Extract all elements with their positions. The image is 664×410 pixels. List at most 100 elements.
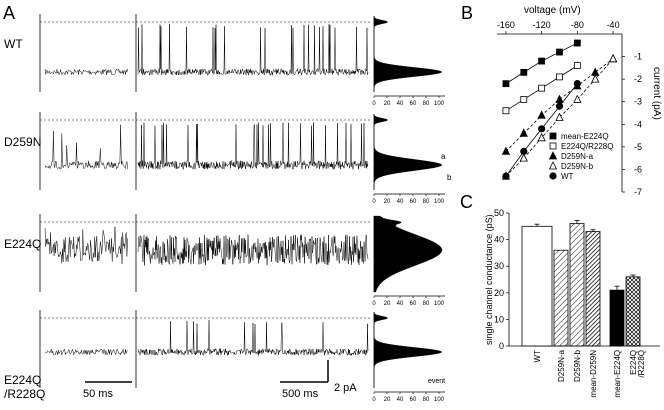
b-x-tick-label: -120 — [533, 20, 551, 30]
b-x-tick-label: -160 — [497, 20, 515, 30]
trace-row-label: D259N — [4, 135, 41, 149]
c-bar-label: mean-E224Q — [613, 350, 622, 398]
histogram-tick-label: 40 — [397, 199, 404, 205]
c-bar — [569, 223, 585, 347]
histogram-tick-label: 80 — [423, 397, 430, 403]
panel-label-a: A — [3, 3, 15, 23]
trace-row-label: E224Q/R228Q — [4, 373, 45, 401]
c-bar-label: mean-D259N — [589, 350, 598, 398]
panel-a: A WT 0 20 40 60 80 100 D259N 0 20 40 60 80 100 E224Q 0 2… — [3, 3, 452, 403]
b-data-point — [608, 53, 618, 63]
scalebar-fast-label: 50 ms — [83, 388, 113, 400]
histogram-tick-label: 80 — [423, 301, 430, 307]
b-data-point — [502, 80, 510, 88]
c-bar-group: mean-E224Q E224Q/R228Q — [609, 274, 646, 398]
b-legend-label: E224Q/R228Q — [561, 142, 613, 151]
b-data-point — [520, 147, 528, 155]
b-y-tick-label: -7 — [634, 187, 642, 197]
slow-trace — [137, 23, 369, 77]
b-legend-label: D259N-b — [561, 162, 594, 171]
b-data-point — [537, 132, 546, 142]
c-y-tick-label: 10 — [494, 314, 504, 324]
c-y-tick-label: 20 — [494, 288, 504, 298]
histogram-tick-label: 20 — [384, 397, 391, 403]
fast-trace — [44, 68, 128, 76]
conductance-bar-chart: 0 10 20 30 40 50 WT D259N-a D259N-b mean-D259N mea… — [494, 208, 660, 398]
b-data-point — [555, 112, 564, 121]
trace-row: D259N 0 20 40 60 80 100 — [4, 112, 445, 205]
histogram-tick-label: 80 — [423, 199, 430, 205]
histogram-tick-label: 60 — [410, 301, 417, 307]
histogram-tick-label: 100 — [434, 199, 445, 205]
b-data-point — [549, 142, 557, 150]
histogram-tick-label: 20 — [384, 301, 391, 307]
fast-trace — [44, 124, 128, 170]
b-data-point — [502, 172, 510, 180]
b-ylabel: current (pA) — [651, 67, 662, 120]
b-data-point — [537, 110, 546, 119]
b-legend-label: WT — [561, 172, 574, 181]
amplitude-histogram — [373, 311, 443, 388]
c-bar — [585, 231, 601, 347]
histogram-axis-label: event — [428, 378, 445, 385]
histogram-tick-label: 60 — [410, 199, 417, 205]
b-data-point — [538, 84, 546, 92]
trace-row-label: WT — [4, 37, 23, 51]
b-data-point — [556, 48, 563, 56]
panel-c: C single channel conductance (pS) 0 10 20 3… — [460, 192, 660, 398]
iv-plot: -160 -120 -80 -40 -1 -2 -3 -4 -5 -6 -7 mean-E224QE2… — [497, 20, 642, 197]
histogram-tick-label: 20 — [384, 199, 391, 205]
b-data-point — [520, 68, 528, 76]
c-ylabel: single channel conductance (pS) — [484, 214, 494, 345]
c-bar-label: WT — [533, 350, 542, 363]
annotation-b: b — [447, 173, 452, 182]
slow-trace — [137, 122, 369, 170]
b-x-tick-label: -80 — [571, 20, 584, 30]
b-y-tick-label: -5 — [634, 142, 642, 152]
b-data-point — [538, 57, 546, 65]
c-bar-label: E224Q/R228Q — [629, 350, 646, 378]
b-data-point — [548, 151, 558, 160]
b-series — [502, 39, 581, 88]
histogram-tick-label: 60 — [410, 397, 417, 403]
histogram-tick-label: 100 — [434, 101, 445, 107]
panel-b: B voltage (mV) current (pA) -160 -120 -80 -… — [461, 3, 662, 197]
b-series — [502, 62, 581, 115]
b-series — [502, 80, 581, 180]
b-data-point — [573, 80, 581, 88]
b-xlabel: voltage (mV) — [524, 5, 581, 16]
b-data-point — [501, 146, 511, 155]
b-data-point — [520, 96, 528, 103]
c-y-tick-label: 40 — [494, 235, 504, 245]
amplitude-histogram — [373, 113, 443, 190]
b-y-tick-label: -1 — [634, 52, 642, 62]
b-y-tick-label: -2 — [634, 74, 642, 84]
amplitude-histogram — [373, 215, 443, 293]
histogram-tick-label: 80 — [423, 101, 430, 107]
c-bar — [553, 249, 569, 347]
scalebar-fast: 50 ms — [83, 381, 132, 400]
b-data-point — [519, 153, 528, 162]
histogram-tick-label: 40 — [397, 101, 404, 107]
panel-label-c: C — [460, 192, 473, 212]
panel-label-b: B — [461, 3, 473, 23]
b-legend-label: mean-E224Q — [561, 132, 609, 141]
fast-trace — [44, 226, 128, 264]
scalebar-slow-label: 500 ms — [282, 388, 319, 400]
b-y-tick-label: -3 — [634, 97, 642, 107]
b-data-point — [502, 107, 510, 115]
trace-row-label: E224Q — [4, 237, 41, 251]
c-y-tick-label: 0 — [499, 341, 504, 351]
histogram-tick-label: 40 — [397, 301, 404, 307]
b-data-point — [573, 94, 582, 103]
trace-row: E224Q/R228Q 0 20 40 60 80 100 — [4, 310, 445, 403]
histogram-tick-label: 100 — [434, 397, 445, 403]
c-bar-label: D259N-b — [573, 349, 582, 382]
b-data-point — [573, 39, 581, 47]
histogram-tick-label: 0 — [372, 101, 376, 107]
trace-rows: WT 0 20 40 60 80 100 D259N 0 20 40 60 80 100 E224Q 0 20 4… — [4, 14, 445, 403]
trace-row: E224Q 0 20 40 60 80 100 — [4, 214, 445, 307]
histogram-tick-label: 0 — [372, 301, 376, 307]
